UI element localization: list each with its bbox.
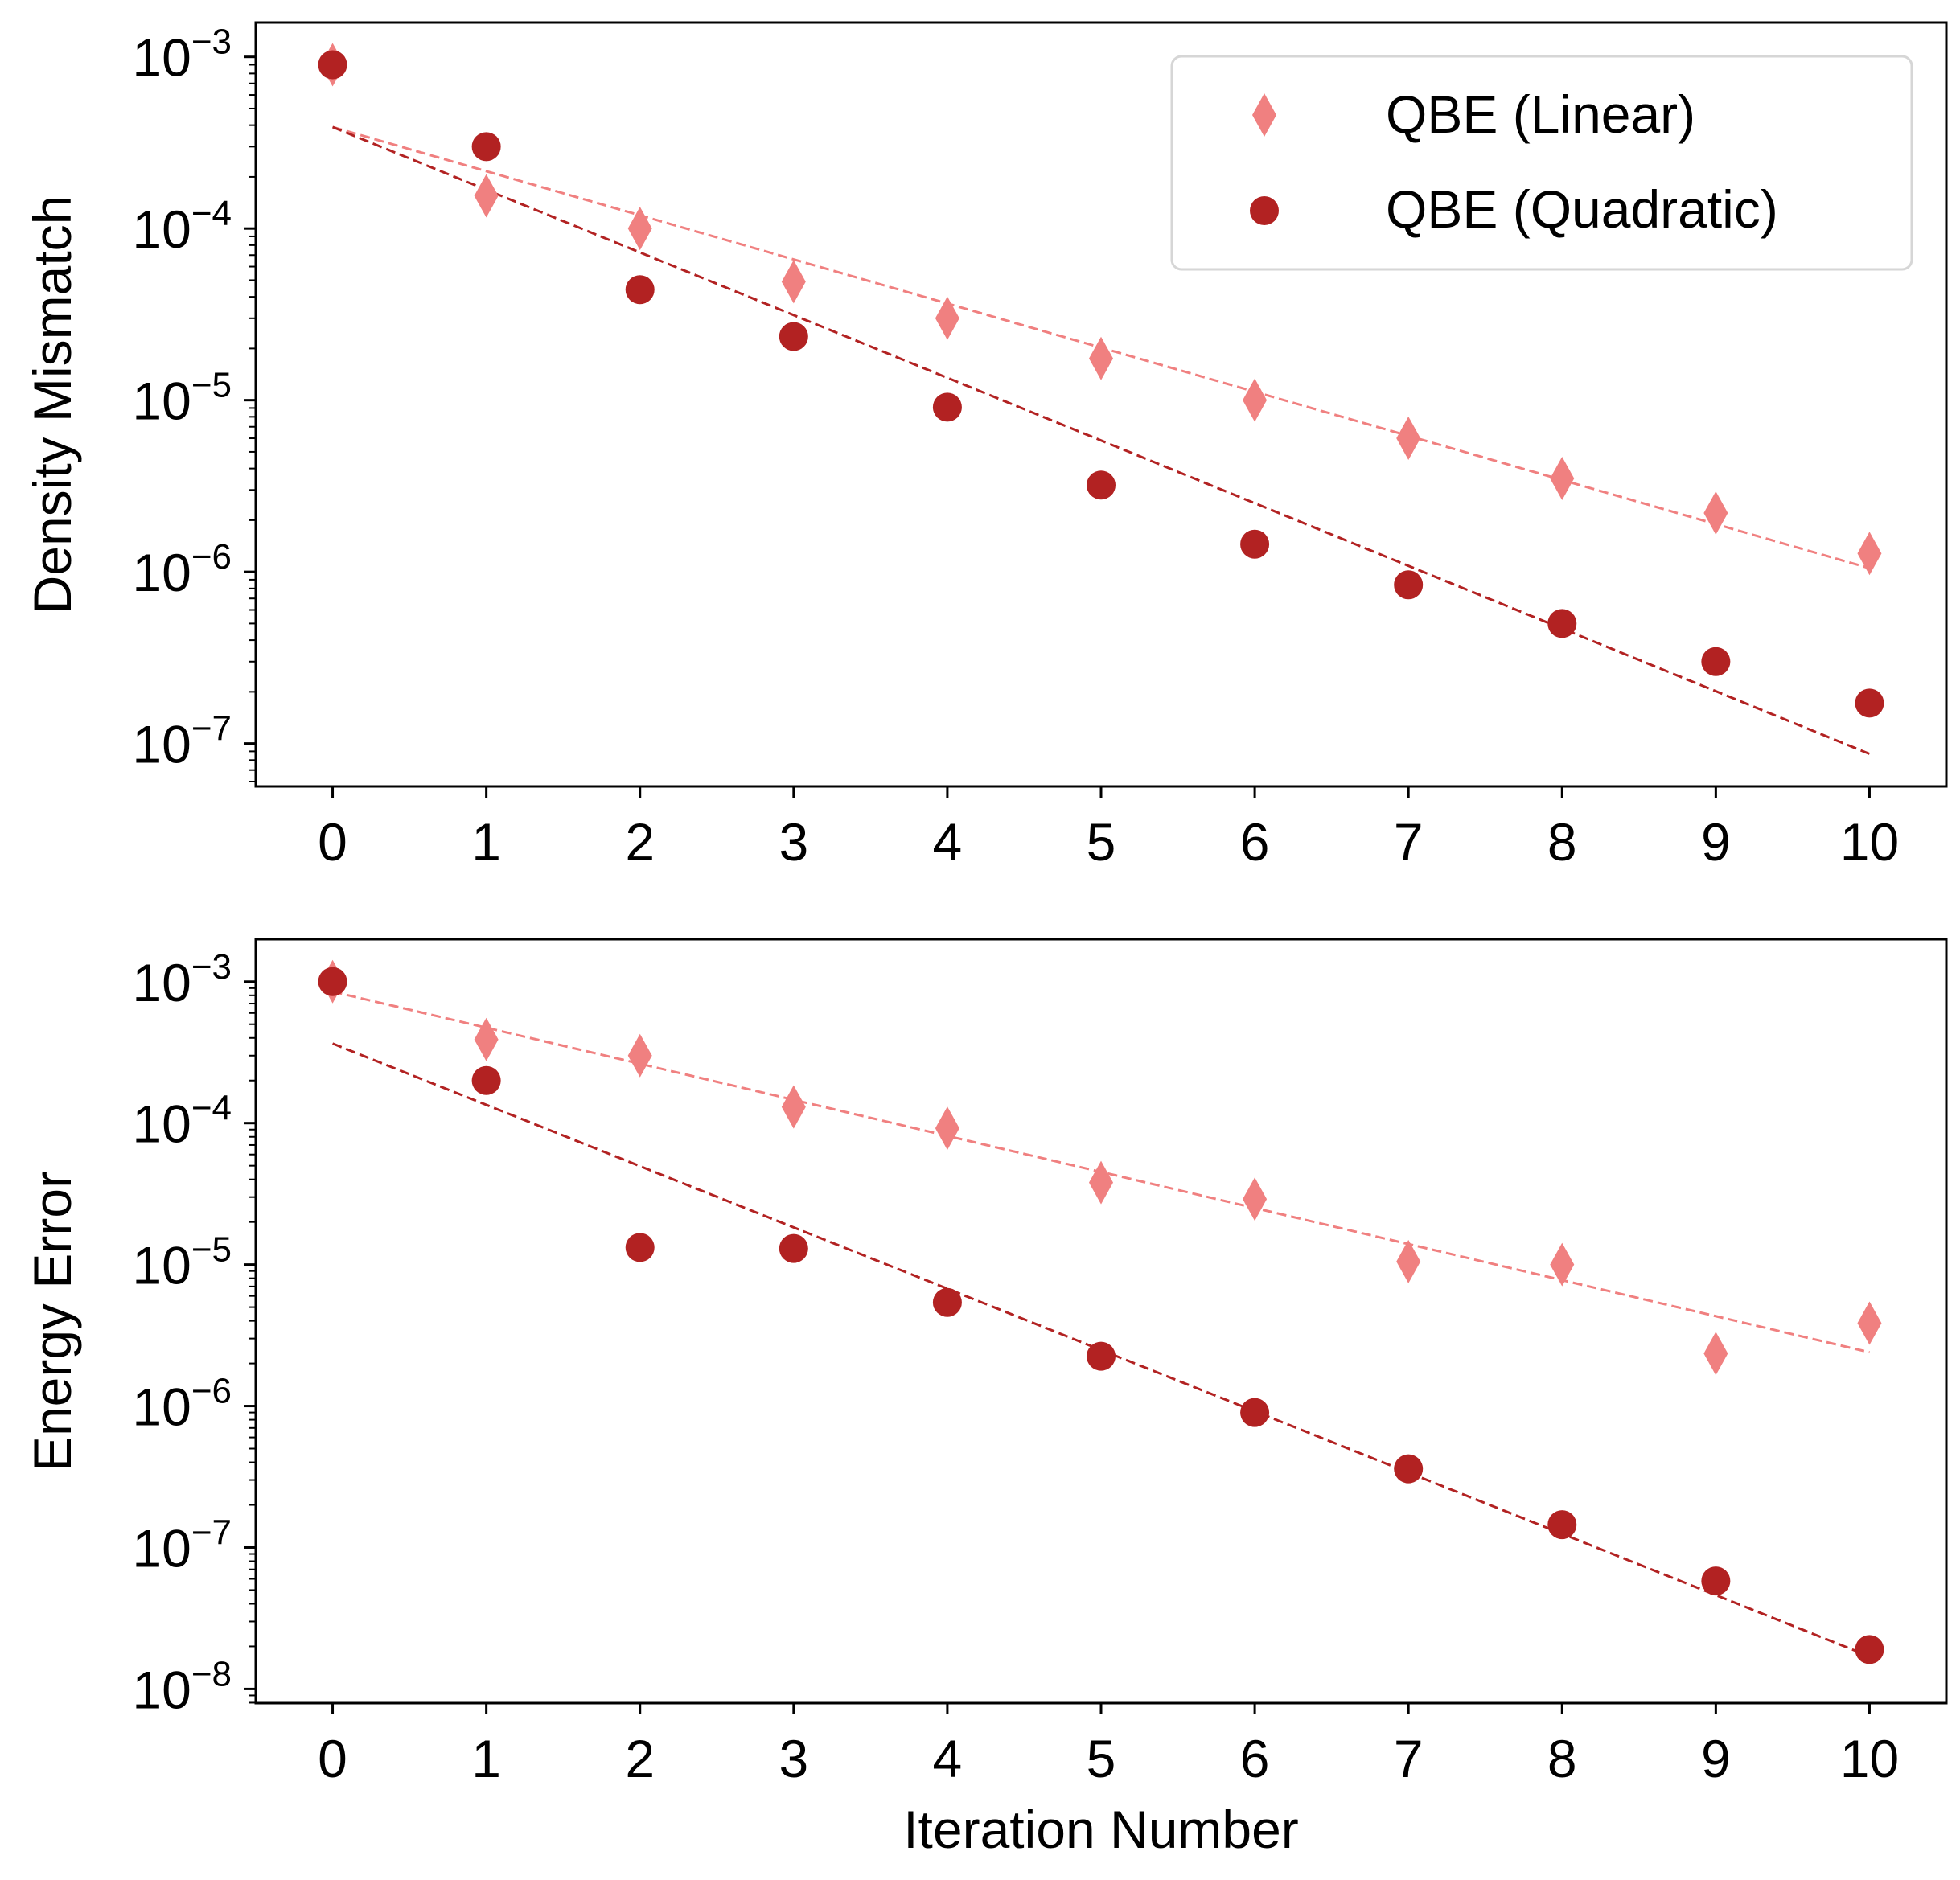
top-x-tick-label-4: 4 [933, 812, 963, 872]
top-point-quadratic-0 [318, 50, 347, 79]
top-x-tick-label-0: 0 [318, 812, 347, 872]
top-point-quadratic-8 [1547, 609, 1576, 638]
top-point-quadratic-4 [933, 392, 962, 421]
legend-label-linear: QBE (Linear) [1386, 84, 1695, 144]
top-x-tick-label-2: 2 [625, 812, 655, 872]
top-point-quadratic-2 [626, 275, 655, 304]
legend: QBE (Linear) QBE (Quadratic) [1172, 56, 1912, 269]
top-x-tick-label-3: 3 [779, 812, 808, 872]
top-point-quadratic-9 [1701, 647, 1730, 676]
bottom-point-quadratic-1 [472, 1066, 501, 1095]
bottom-point-quadratic-8 [1547, 1510, 1576, 1539]
top-point-quadratic-10 [1855, 688, 1884, 717]
bottom-point-quadratic-3 [779, 1234, 808, 1263]
top-x-tick-label-5: 5 [1087, 812, 1116, 872]
bottom-x-tick-label-0: 0 [318, 1729, 347, 1788]
top-point-quadratic-7 [1394, 570, 1423, 599]
top-x-tick-label-9: 9 [1701, 812, 1731, 872]
bottom-x-tick-label-4: 4 [933, 1729, 963, 1788]
bottom-x-tick-label-3: 3 [779, 1729, 808, 1788]
top-x-tick-label-8: 8 [1547, 812, 1577, 872]
bottom-x-tick-label-9: 9 [1701, 1729, 1731, 1788]
bottom-point-quadratic-4 [933, 1288, 962, 1317]
legend-marker-quadratic-circle [1250, 196, 1279, 225]
top-point-quadratic-5 [1087, 470, 1116, 499]
top-point-quadratic-6 [1240, 530, 1269, 559]
top-x-tick-label-6: 6 [1240, 812, 1270, 872]
bottom-x-tick-label-2: 2 [625, 1729, 655, 1788]
bottom-y-axis-title: Energy Error [23, 1171, 82, 1472]
bottom-point-quadratic-9 [1701, 1566, 1730, 1595]
top-y-axis-title: Density Mismatch [23, 195, 82, 614]
bottom-x-tick-label-6: 6 [1240, 1729, 1270, 1788]
bottom-x-tick-label-10: 10 [1840, 1729, 1899, 1788]
top-x-tick-label-10: 10 [1840, 812, 1899, 872]
top-point-quadratic-1 [472, 132, 501, 161]
x-axis-title: Iteration Number [903, 1800, 1299, 1859]
legend-circle-marker [1250, 196, 1279, 225]
bottom-x-tick-label-8: 8 [1547, 1729, 1577, 1788]
bottom-point-quadratic-10 [1855, 1635, 1884, 1664]
bottom-point-quadratic-0 [318, 967, 347, 996]
bottom-x-tick-label-5: 5 [1087, 1729, 1116, 1788]
top-x-tick-label-7: 7 [1394, 812, 1424, 872]
bottom-x-tick-label-1: 1 [471, 1729, 501, 1788]
legend-label-quadratic: QBE (Quadratic) [1386, 179, 1778, 239]
bottom-x-tick-label-7: 7 [1394, 1729, 1424, 1788]
top-x-tick-label-1: 1 [471, 812, 501, 872]
bottom-point-quadratic-7 [1394, 1455, 1423, 1484]
bottom-point-quadratic-6 [1240, 1398, 1269, 1427]
bottom-point-quadratic-2 [626, 1233, 655, 1262]
top-point-quadratic-3 [779, 322, 808, 351]
bottom-point-quadratic-5 [1087, 1342, 1116, 1371]
